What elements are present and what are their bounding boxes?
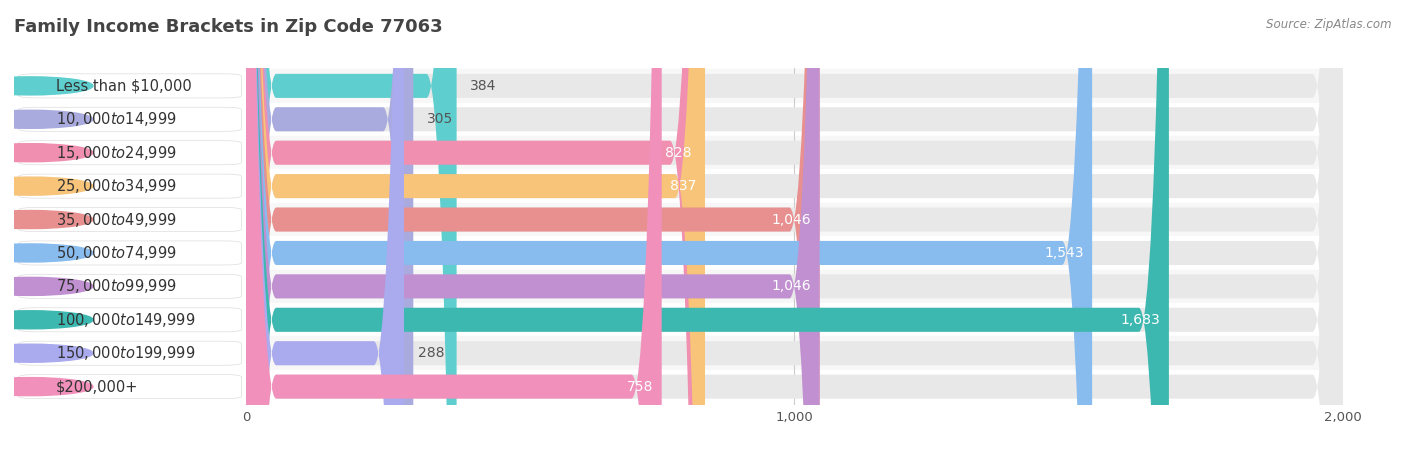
Bar (246, 370, 1343, 403)
FancyBboxPatch shape (246, 0, 1092, 450)
Text: 837: 837 (671, 179, 697, 193)
FancyBboxPatch shape (246, 0, 404, 450)
FancyBboxPatch shape (18, 241, 242, 265)
Text: $10,000 to $14,999: $10,000 to $14,999 (56, 110, 177, 128)
FancyBboxPatch shape (18, 174, 242, 198)
Text: 288: 288 (418, 346, 444, 360)
FancyBboxPatch shape (246, 0, 700, 450)
Text: 1,046: 1,046 (772, 212, 811, 226)
Bar (246, 103, 1343, 136)
FancyBboxPatch shape (18, 308, 242, 332)
Circle shape (0, 110, 93, 128)
FancyBboxPatch shape (18, 74, 242, 98)
FancyBboxPatch shape (246, 0, 413, 450)
FancyBboxPatch shape (246, 0, 820, 450)
Bar (246, 337, 1343, 370)
Circle shape (0, 344, 93, 362)
Text: $15,000 to $24,999: $15,000 to $24,999 (56, 144, 177, 162)
Circle shape (0, 244, 93, 262)
FancyBboxPatch shape (246, 0, 1343, 450)
Circle shape (0, 144, 93, 162)
Circle shape (0, 311, 93, 329)
Bar (246, 69, 1343, 103)
Bar (246, 203, 1343, 236)
Text: $150,000 to $199,999: $150,000 to $199,999 (56, 344, 195, 362)
Text: $50,000 to $74,999: $50,000 to $74,999 (56, 244, 177, 262)
FancyBboxPatch shape (246, 0, 457, 450)
FancyBboxPatch shape (246, 0, 1343, 450)
FancyBboxPatch shape (18, 374, 242, 399)
Text: Source: ZipAtlas.com: Source: ZipAtlas.com (1267, 18, 1392, 31)
Text: 384: 384 (471, 79, 496, 93)
FancyBboxPatch shape (246, 0, 1168, 450)
Circle shape (0, 77, 93, 95)
FancyBboxPatch shape (18, 274, 242, 298)
Text: Family Income Brackets in Zip Code 77063: Family Income Brackets in Zip Code 77063 (14, 18, 443, 36)
FancyBboxPatch shape (246, 0, 1343, 450)
Bar (246, 270, 1343, 303)
Text: Less than $10,000: Less than $10,000 (56, 78, 191, 94)
Text: 828: 828 (665, 146, 692, 160)
Text: $35,000 to $49,999: $35,000 to $49,999 (56, 211, 177, 229)
FancyBboxPatch shape (246, 0, 1343, 450)
Text: 1,683: 1,683 (1121, 313, 1161, 327)
FancyBboxPatch shape (18, 341, 242, 365)
Text: $200,000+: $200,000+ (56, 379, 138, 394)
FancyBboxPatch shape (246, 0, 1343, 450)
Text: 1,543: 1,543 (1045, 246, 1084, 260)
FancyBboxPatch shape (246, 0, 662, 450)
FancyBboxPatch shape (246, 0, 704, 450)
FancyBboxPatch shape (18, 141, 242, 165)
FancyBboxPatch shape (246, 0, 1343, 450)
Bar (246, 169, 1343, 203)
Circle shape (0, 378, 93, 396)
FancyBboxPatch shape (246, 0, 1343, 450)
Text: 1,046: 1,046 (772, 279, 811, 293)
Bar (246, 136, 1343, 169)
FancyBboxPatch shape (246, 0, 820, 450)
Text: $25,000 to $34,999: $25,000 to $34,999 (56, 177, 177, 195)
Circle shape (0, 177, 93, 195)
Text: 758: 758 (627, 380, 654, 394)
Text: $75,000 to $99,999: $75,000 to $99,999 (56, 277, 177, 295)
Text: 305: 305 (427, 112, 453, 126)
FancyBboxPatch shape (246, 0, 1343, 450)
FancyBboxPatch shape (18, 107, 242, 131)
Circle shape (0, 211, 93, 229)
Text: $100,000 to $149,999: $100,000 to $149,999 (56, 311, 195, 329)
Circle shape (0, 277, 93, 295)
FancyBboxPatch shape (18, 207, 242, 232)
FancyBboxPatch shape (246, 0, 1343, 450)
Bar (246, 236, 1343, 270)
FancyBboxPatch shape (246, 0, 1343, 450)
Bar (246, 303, 1343, 337)
